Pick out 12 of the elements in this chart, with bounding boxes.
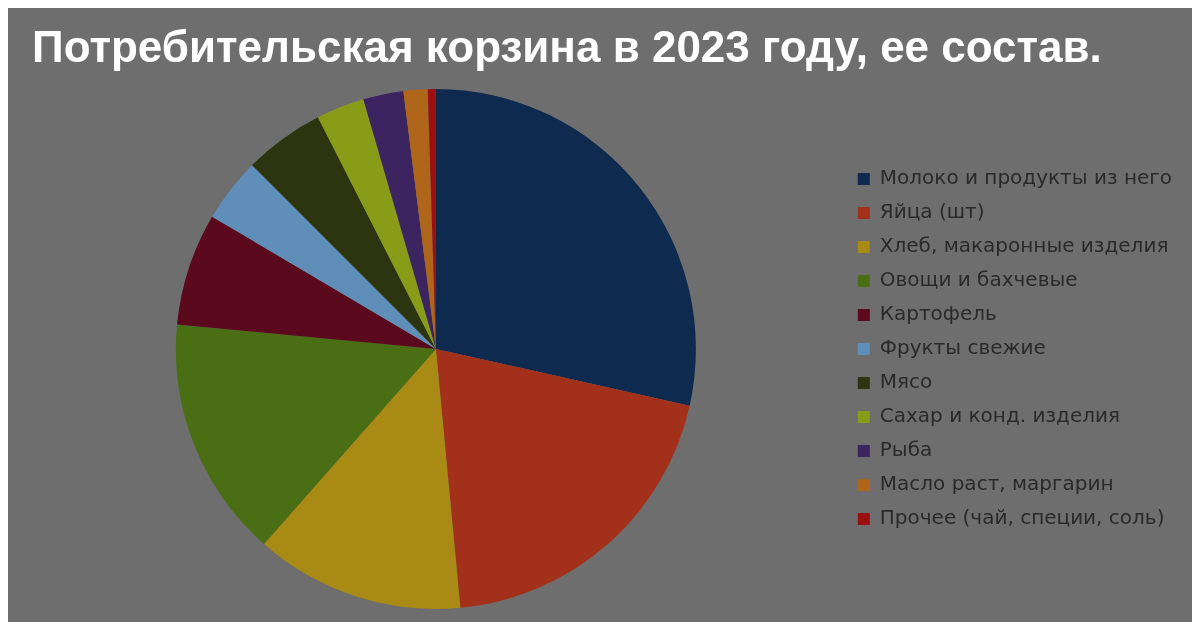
legend-label: Картофель [879,300,997,325]
legend-label: Масло раст, маргарин [879,470,1114,495]
legend-label: Хлеб, макаронные изделия [879,232,1169,257]
legend-label: Яйца (шт) [879,198,985,223]
legend-label: Фрукты свежие [879,334,1046,359]
legend-label: Рыба [879,436,933,461]
legend-label: Молоко и продукты из него [879,164,1173,189]
legend-label: Сахар и конд. изделия [879,402,1121,427]
legend-label: Мясо [879,368,933,393]
legend-label: Прочее (чай, специи, соль) [879,504,1165,529]
legend-label: Овощи и бахчевые [879,266,1078,291]
chart-title: Потребительская корзина в 2023 году, ее состав. [31,21,1103,73]
